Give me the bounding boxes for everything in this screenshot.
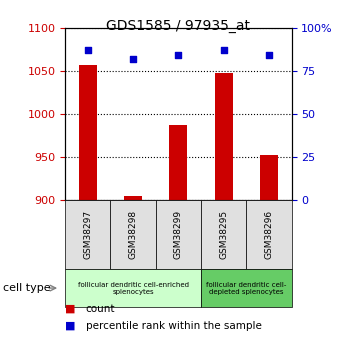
Bar (215, 73, 233, 200)
Text: follicular dendritic cell-enriched
splenocytes: follicular dendritic cell-enriched splen… (78, 282, 189, 295)
Point (85, 47, 91, 53)
Bar (260, 155, 278, 200)
Text: ■: ■ (65, 321, 76, 331)
Text: follicular dendritic cell-
depleted splenocytes: follicular dendritic cell- depleted sple… (206, 282, 286, 295)
Text: GSM38295: GSM38295 (219, 210, 228, 259)
Point (176, 52, 181, 58)
Text: GSM38297: GSM38297 (83, 210, 92, 259)
Point (266, 52, 272, 58)
Text: percentile rank within the sample: percentile rank within the sample (86, 321, 262, 331)
Bar (79, 65, 97, 200)
Point (221, 47, 226, 53)
Text: GSM38298: GSM38298 (129, 210, 138, 259)
Text: cell type: cell type (3, 283, 51, 293)
Point (130, 56, 136, 61)
Bar (124, 196, 142, 200)
Bar (169, 125, 187, 200)
Text: GDS1585 / 97935_at: GDS1585 / 97935_at (106, 19, 250, 33)
Text: GSM38296: GSM38296 (264, 210, 273, 259)
Text: GSM38299: GSM38299 (174, 210, 183, 259)
Text: ■: ■ (65, 304, 76, 314)
Text: count: count (86, 304, 115, 314)
